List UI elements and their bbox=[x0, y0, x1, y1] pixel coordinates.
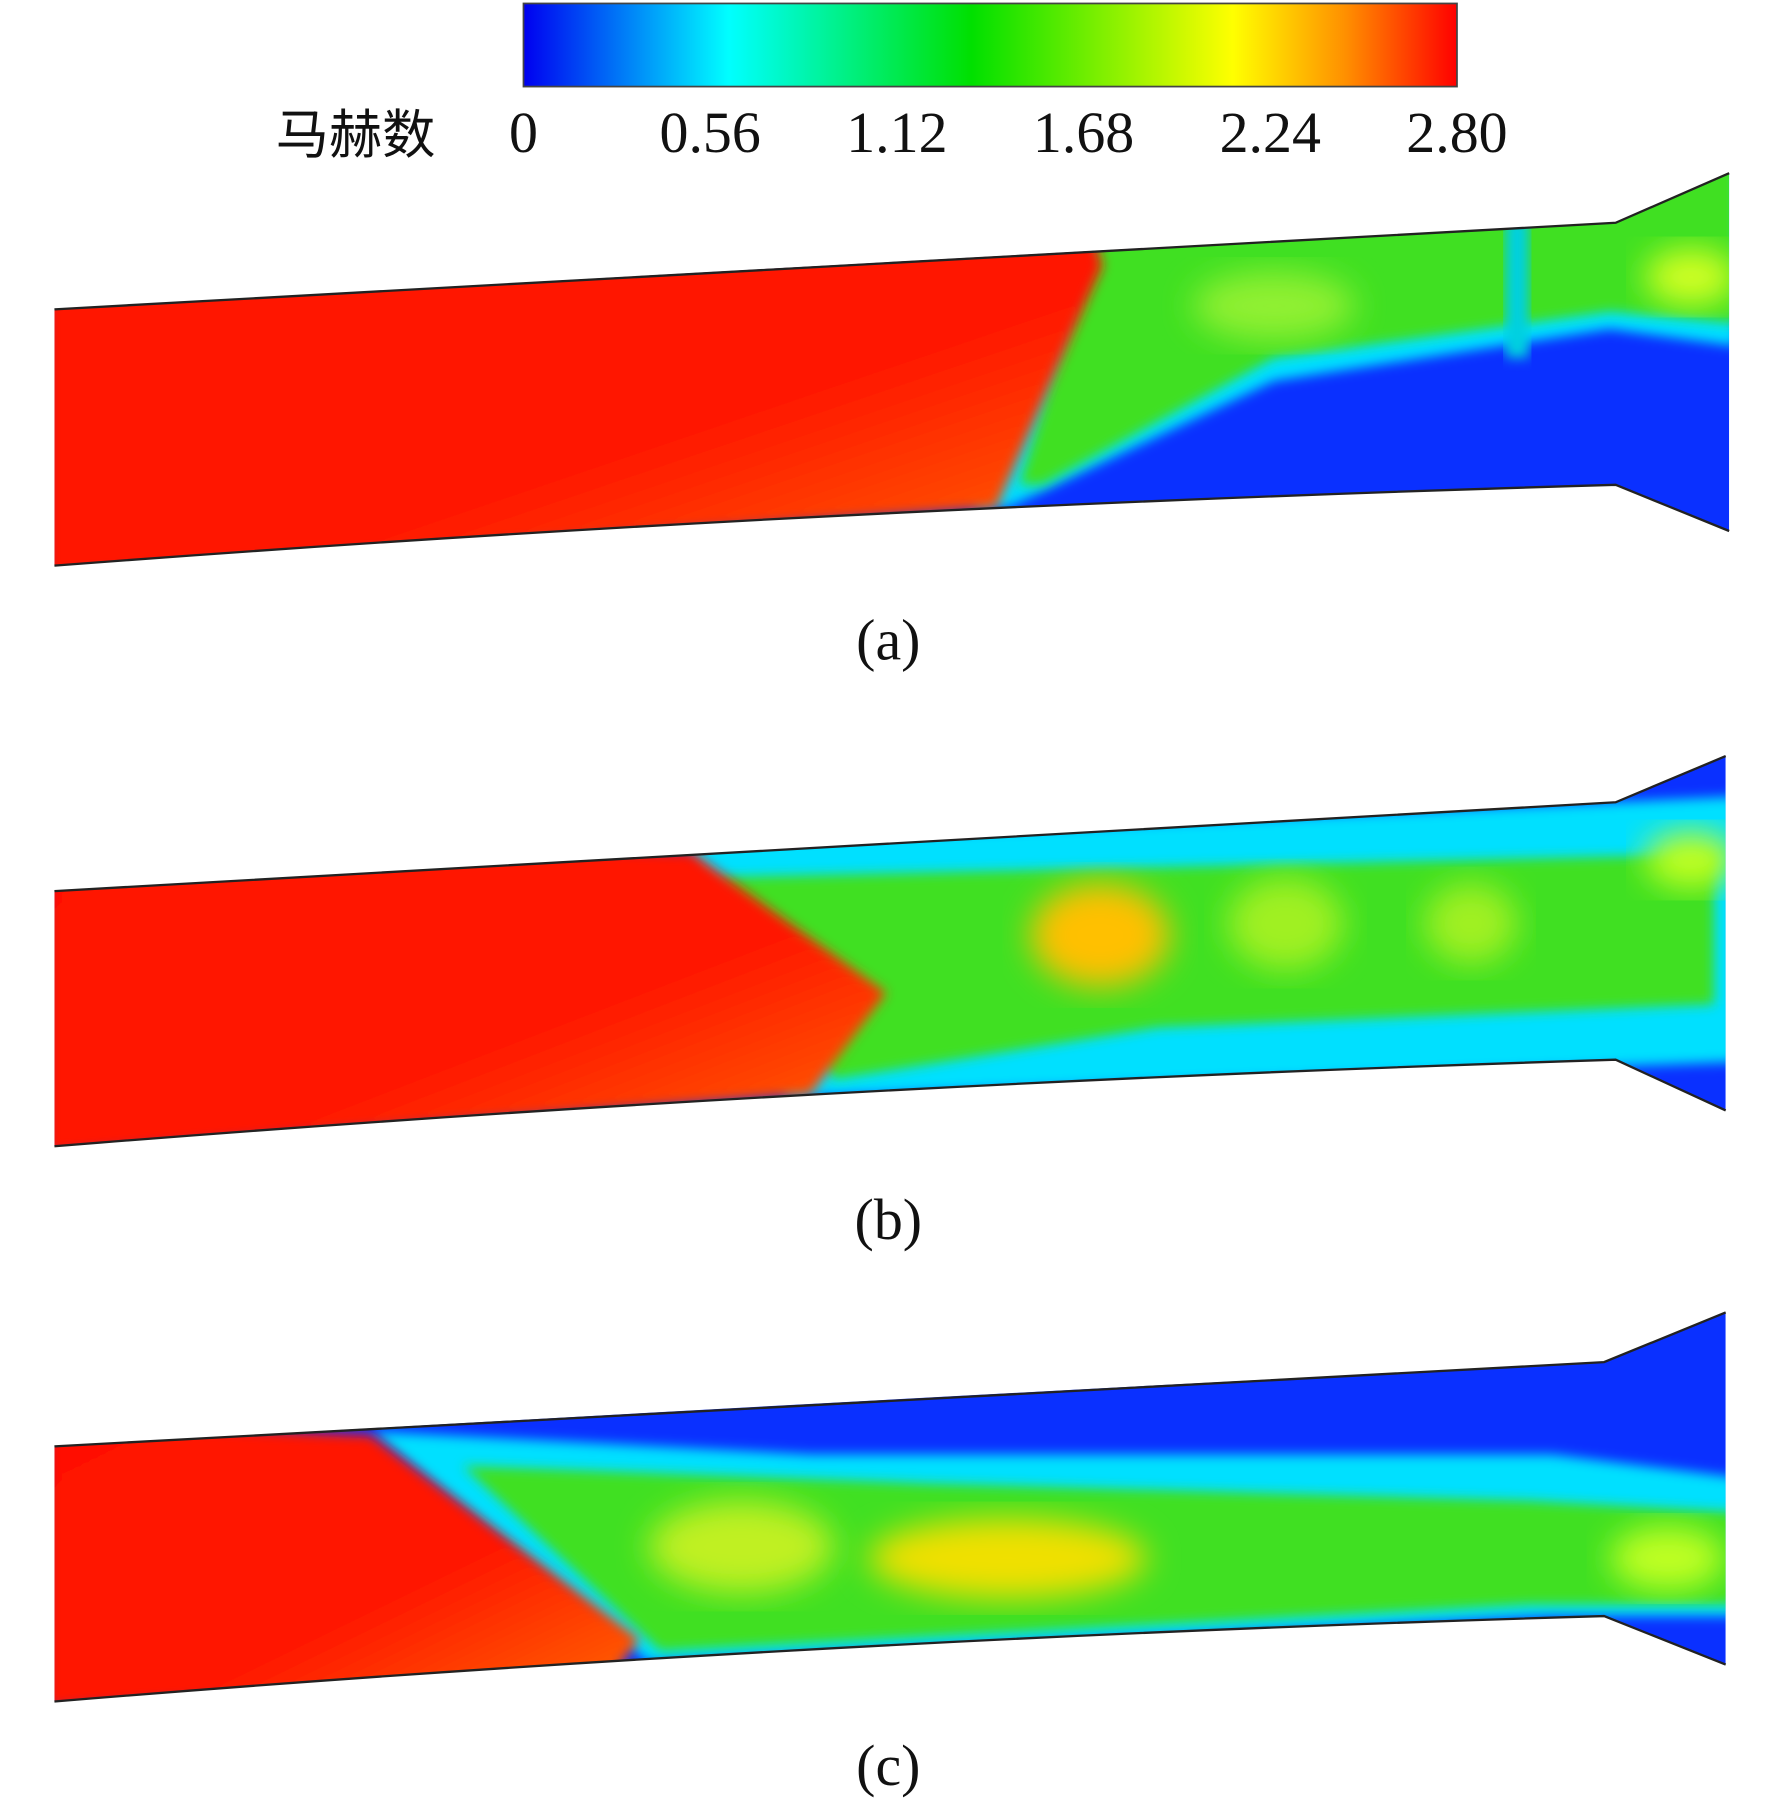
colorbar-label: 马赫数 bbox=[276, 104, 436, 166]
colorbar-tick-label: 1.68 bbox=[1033, 100, 1134, 165]
colorbar-tick-label: 0 bbox=[509, 100, 538, 165]
colorbar-ticks: 0 0.56 1.12 1.68 2.24 2.80 bbox=[509, 100, 1508, 165]
duct-wall bbox=[54, 755, 1727, 1148]
colorbar-tick-label: 1.12 bbox=[846, 100, 947, 165]
panel-caption: (b) bbox=[855, 1187, 923, 1252]
panel-caption: (a) bbox=[856, 608, 920, 673]
contour-panel bbox=[54, 173, 1730, 566]
panel-caption: (c) bbox=[856, 1733, 920, 1798]
contour-panel bbox=[54, 756, 1726, 1147]
colorbar-tick-label: 0.56 bbox=[660, 100, 761, 165]
duct-wall bbox=[54, 172, 1730, 567]
colorbar-tick-label: 2.80 bbox=[1406, 100, 1507, 165]
colorbar-tick-label: 2.24 bbox=[1220, 100, 1321, 165]
colorbar bbox=[522, 2, 1458, 88]
